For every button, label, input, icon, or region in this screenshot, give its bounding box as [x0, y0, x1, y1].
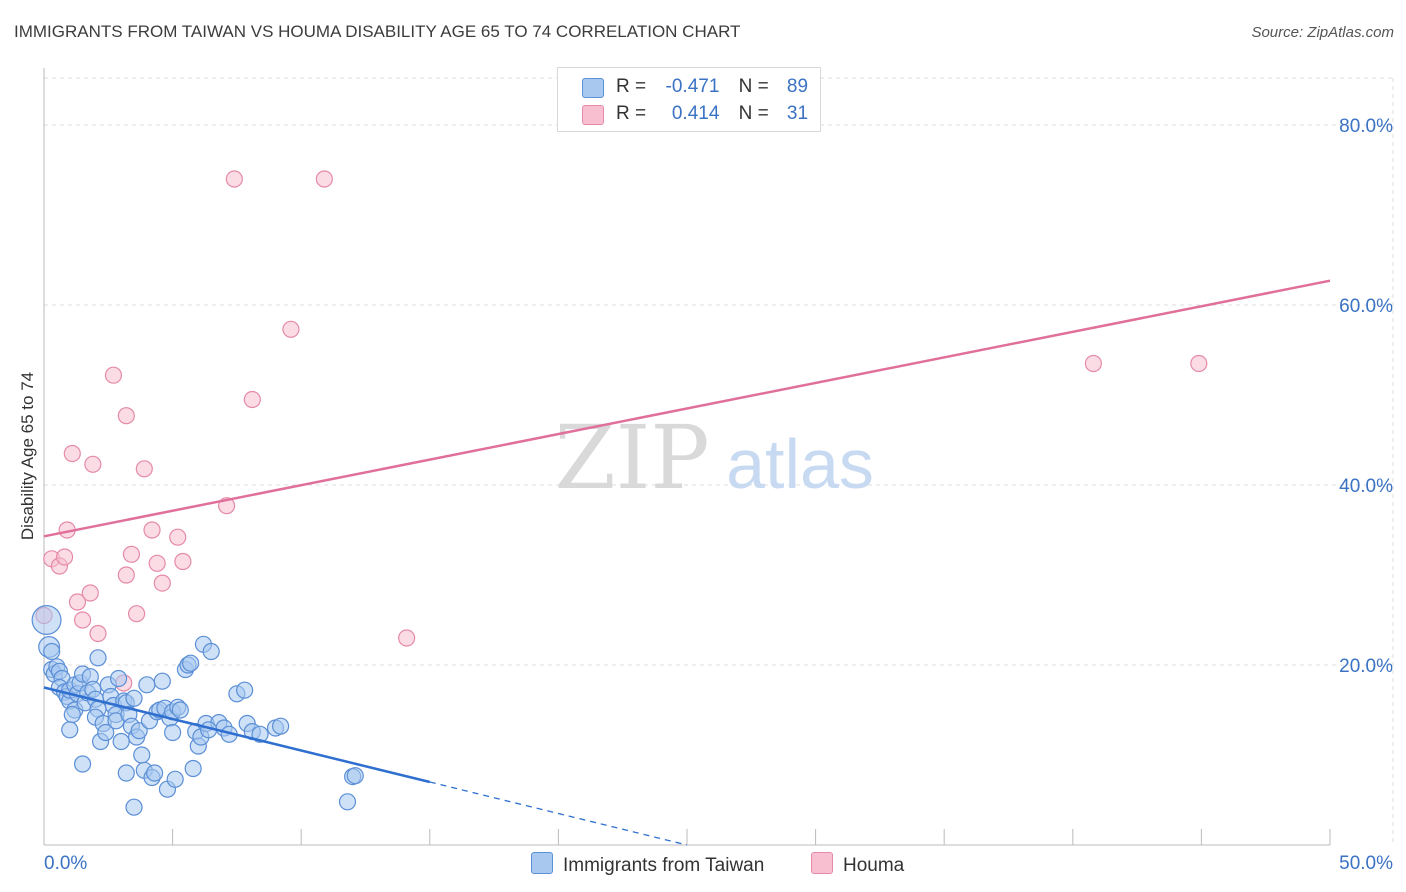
- houma-point: [135, 460, 153, 478]
- taiwan-point: [112, 732, 130, 751]
- taiwan-point: [153, 672, 171, 690]
- houma-point: [282, 320, 300, 338]
- source-label: Source: ZipAtlas.com: [1251, 24, 1394, 41]
- houma-swatch-icon: [582, 105, 604, 125]
- houma-trend-line: [43, 279, 1331, 538]
- taiwan-point: [184, 759, 202, 778]
- taiwan-point: [145, 764, 164, 782]
- taiwan-point: [166, 770, 184, 788]
- taiwan-point: [61, 721, 79, 739]
- y-tick-label: 40.0%: [1339, 476, 1393, 497]
- legend-label-houma: Houma: [843, 855, 905, 876]
- taiwan-point: [125, 798, 143, 816]
- legend-text-taiwan: R = -0.471 N = 89: [616, 76, 809, 97]
- stats-legend: R = -0.471 N = 89 R = 0.414 N = 31: [557, 67, 821, 132]
- y-tick-label: 20.0%: [1339, 656, 1393, 677]
- taiwan-points: [31, 604, 364, 816]
- houma-point: [143, 521, 161, 539]
- taiwan-point: [164, 723, 182, 742]
- x-tick-label-min: 0.0%: [44, 853, 87, 874]
- houma-point: [81, 584, 99, 602]
- taiwan-legend-icon: [531, 852, 553, 874]
- taiwan-point: [31, 604, 62, 635]
- taiwan-point: [130, 722, 148, 740]
- taiwan-point: [109, 669, 128, 688]
- houma-point: [243, 390, 261, 409]
- houma-point: [84, 455, 102, 473]
- houma-point: [398, 629, 416, 647]
- houma-point: [169, 528, 187, 546]
- houma-point: [127, 605, 146, 623]
- y-axis-label: Disability Age 65 to 74: [18, 371, 37, 541]
- taiwan-trend-line: [43, 686, 431, 784]
- watermark-atlas: atlas: [726, 425, 874, 503]
- legend-text-houma: R = 0.414 N = 31: [616, 103, 809, 124]
- taiwan-trend-extension: [429, 781, 688, 846]
- taiwan-swatch-icon: [582, 78, 604, 98]
- taiwan-point: [97, 723, 115, 742]
- houma-point: [73, 611, 92, 629]
- y-tick-label: 60.0%: [1339, 296, 1393, 317]
- houma-legend-icon: [811, 852, 833, 874]
- taiwan-point: [182, 654, 200, 672]
- legend-item-houma[interactable]: Houma: [811, 852, 904, 877]
- trend-lines: [43, 279, 1331, 846]
- x-tick-label-max: 50.0%: [1339, 853, 1393, 874]
- houma-points: [35, 170, 1208, 692]
- taiwan-point: [73, 755, 92, 773]
- taiwan-point: [338, 793, 357, 811]
- houma-point: [122, 545, 141, 563]
- taiwan-point: [236, 681, 254, 699]
- taiwan-point: [133, 746, 151, 764]
- y-tick-label: 80.0%: [1339, 116, 1393, 137]
- houma-point: [117, 566, 135, 584]
- watermark: ZIP atlas: [554, 406, 874, 509]
- houma-point: [1084, 354, 1102, 373]
- taiwan-point: [63, 705, 81, 724]
- taiwan-point: [346, 767, 364, 785]
- taiwan-point: [171, 701, 189, 719]
- houma-point: [1190, 354, 1208, 373]
- legend-label-taiwan: Immigrants from Taiwan: [563, 855, 765, 876]
- houma-point: [117, 407, 135, 425]
- houma-point: [89, 624, 107, 643]
- houma-point: [174, 552, 192, 571]
- y-tick-labels: 20.0% 40.0% 60.0% 80.0%: [1339, 116, 1393, 677]
- taiwan-point: [117, 764, 135, 782]
- taiwan-point: [202, 642, 220, 661]
- chart-title: IMMIGRANTS FROM TAIWAN VS HOUMA DISABILI…: [14, 22, 741, 41]
- taiwan-point: [43, 642, 61, 661]
- houma-point: [104, 366, 123, 384]
- taiwan-point: [272, 717, 290, 735]
- houma-point: [148, 554, 166, 572]
- houma-point: [63, 444, 81, 463]
- taiwan-point: [89, 649, 107, 667]
- legend-item-taiwan[interactable]: Immigrants from Taiwan: [531, 852, 764, 877]
- houma-point: [315, 170, 333, 188]
- watermark-zip: ZIP: [554, 406, 709, 509]
- houma-point: [55, 548, 74, 566]
- taiwan-point: [138, 676, 156, 694]
- taiwan-point: [125, 689, 143, 707]
- houma-point: [153, 574, 171, 592]
- houma-point: [225, 170, 243, 188]
- houma-point: [68, 593, 87, 611]
